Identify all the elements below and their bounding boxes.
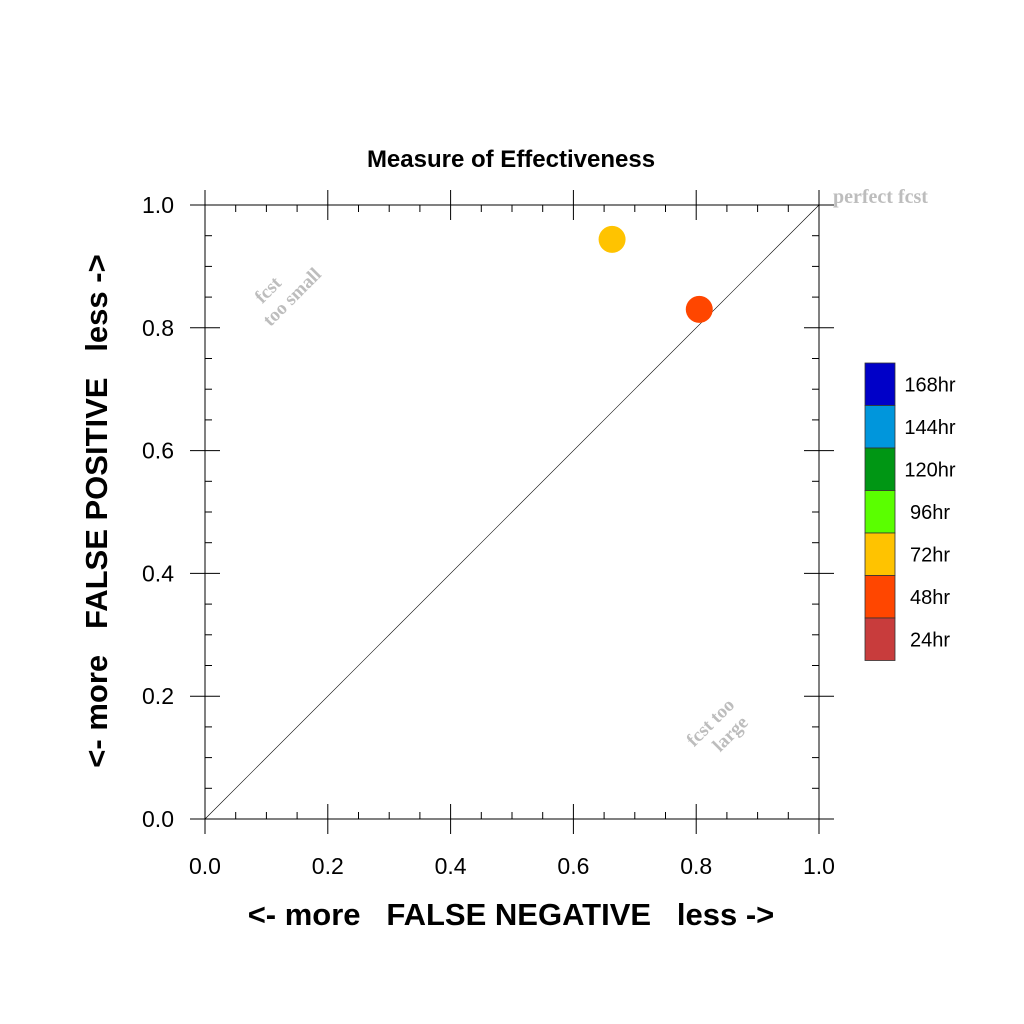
tick-labels: 0.0 0.2 0.4 0.6 0.8 1.0 0.0 0.2 0.4 0.6 0.8 1.0	[142, 192, 835, 879]
x-tick-label: 0.4	[435, 853, 467, 879]
x-tick-label: 0.2	[312, 853, 344, 879]
legend-swatch-24hr	[864, 617, 896, 661]
y-tick-label: 0.0	[142, 806, 174, 832]
legend: 168hr 144hr 120hr 96hr 72hr 48hr 24hr	[864, 362, 956, 661]
legend-label-24hr: 24hr	[910, 629, 950, 651]
diagonal-reference-line	[204, 204, 820, 820]
legend-label-96hr: 96hr	[910, 502, 950, 524]
legend-swatch-120hr	[864, 447, 896, 491]
legend-label-120hr: 120hr	[904, 459, 955, 481]
data-points	[598, 225, 713, 323]
x-axis-label: <- more FALSE NEGATIVE less ->	[248, 897, 775, 932]
legend-label-48hr: 48hr	[910, 587, 950, 609]
y-tick-label: 1.0	[142, 192, 174, 218]
point-72hr	[598, 225, 626, 253]
y-axis-label: <- more FALSE POSITIVE less ->	[79, 254, 114, 767]
x-tick-label: 0.8	[680, 853, 712, 879]
legend-swatch-144hr	[864, 405, 896, 449]
legend-swatch-96hr	[864, 490, 896, 534]
y-tick-label: 0.8	[142, 315, 174, 341]
legend-label-144hr: 144hr	[904, 417, 955, 439]
y-tick-label: 0.6	[142, 438, 174, 464]
chart-title: Measure of Effectiveness	[367, 146, 655, 173]
point-48hr	[685, 295, 713, 323]
legend-swatch-48hr	[864, 575, 896, 619]
perfect-fcst-annotation: perfect fcst	[833, 186, 928, 208]
y-tick-label: 0.4	[142, 560, 174, 586]
legend-label-168hr: 168hr	[904, 374, 955, 396]
y-tick-label: 0.2	[142, 683, 174, 709]
x-tick-label: 0.0	[189, 853, 221, 879]
x-tick-label: 1.0	[803, 853, 835, 879]
x-tick-label: 0.6	[557, 853, 589, 879]
axis-ticks	[190, 190, 834, 834]
legend-swatch-168hr	[864, 362, 896, 406]
legend-label-72hr: 72hr	[910, 544, 950, 566]
legend-swatch-72hr	[864, 532, 896, 576]
